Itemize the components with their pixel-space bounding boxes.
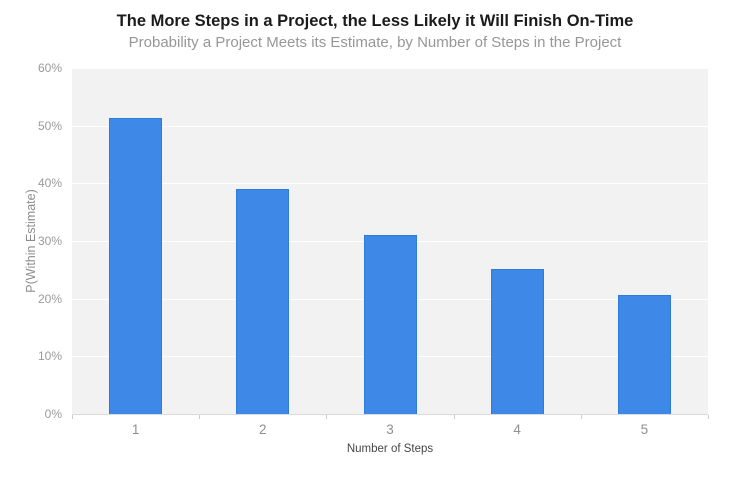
x-axis-tick [708,415,709,419]
y-tick-label-50: 50% [37,118,62,133]
y-tick-label-40: 40% [37,176,62,191]
bar-steps-4 [490,269,544,414]
y-tick-label-20: 20% [37,291,62,306]
x-axis-tick [453,415,455,419]
gridline-40 [72,183,708,184]
gridline-50 [72,126,708,127]
x-tick-label-2: 2 [259,422,267,437]
x-tick-label-1: 1 [131,422,140,437]
gridline-60 [72,68,708,69]
chart-title: The More Steps in a Project, the Less Li… [116,12,634,30]
bar-steps-3 [363,235,417,414]
y-axis-tick-labels: 0% 10% 20% 30% 40% 50% 60% [0,62,66,420]
x-axis-tick-labels: 1 2 3 4 5 [72,422,708,438]
bar-steps-1 [109,118,163,414]
x-tick-label-5: 5 [640,422,649,437]
y-tick-label-10: 10% [37,349,62,364]
x-axis-tick [580,415,582,419]
plot-area [72,68,708,415]
y-tick-label-0: 0% [44,407,62,421]
y-tick-label-30: 30% [37,234,62,248]
x-tick-label-3: 3 [386,422,394,437]
bar-steps-2 [236,189,290,414]
x-axis-tick [199,415,201,419]
bar-steps-5 [617,295,671,414]
chart-subtitle: Probability a Project Meets its Estimate… [128,34,622,51]
x-axis-tick [326,415,328,419]
x-tick-label-4: 4 [513,422,521,437]
y-tick-label-60: 60% [37,61,62,75]
x-axis-tick [72,415,73,419]
x-axis-title: Number of Steps [346,443,434,455]
